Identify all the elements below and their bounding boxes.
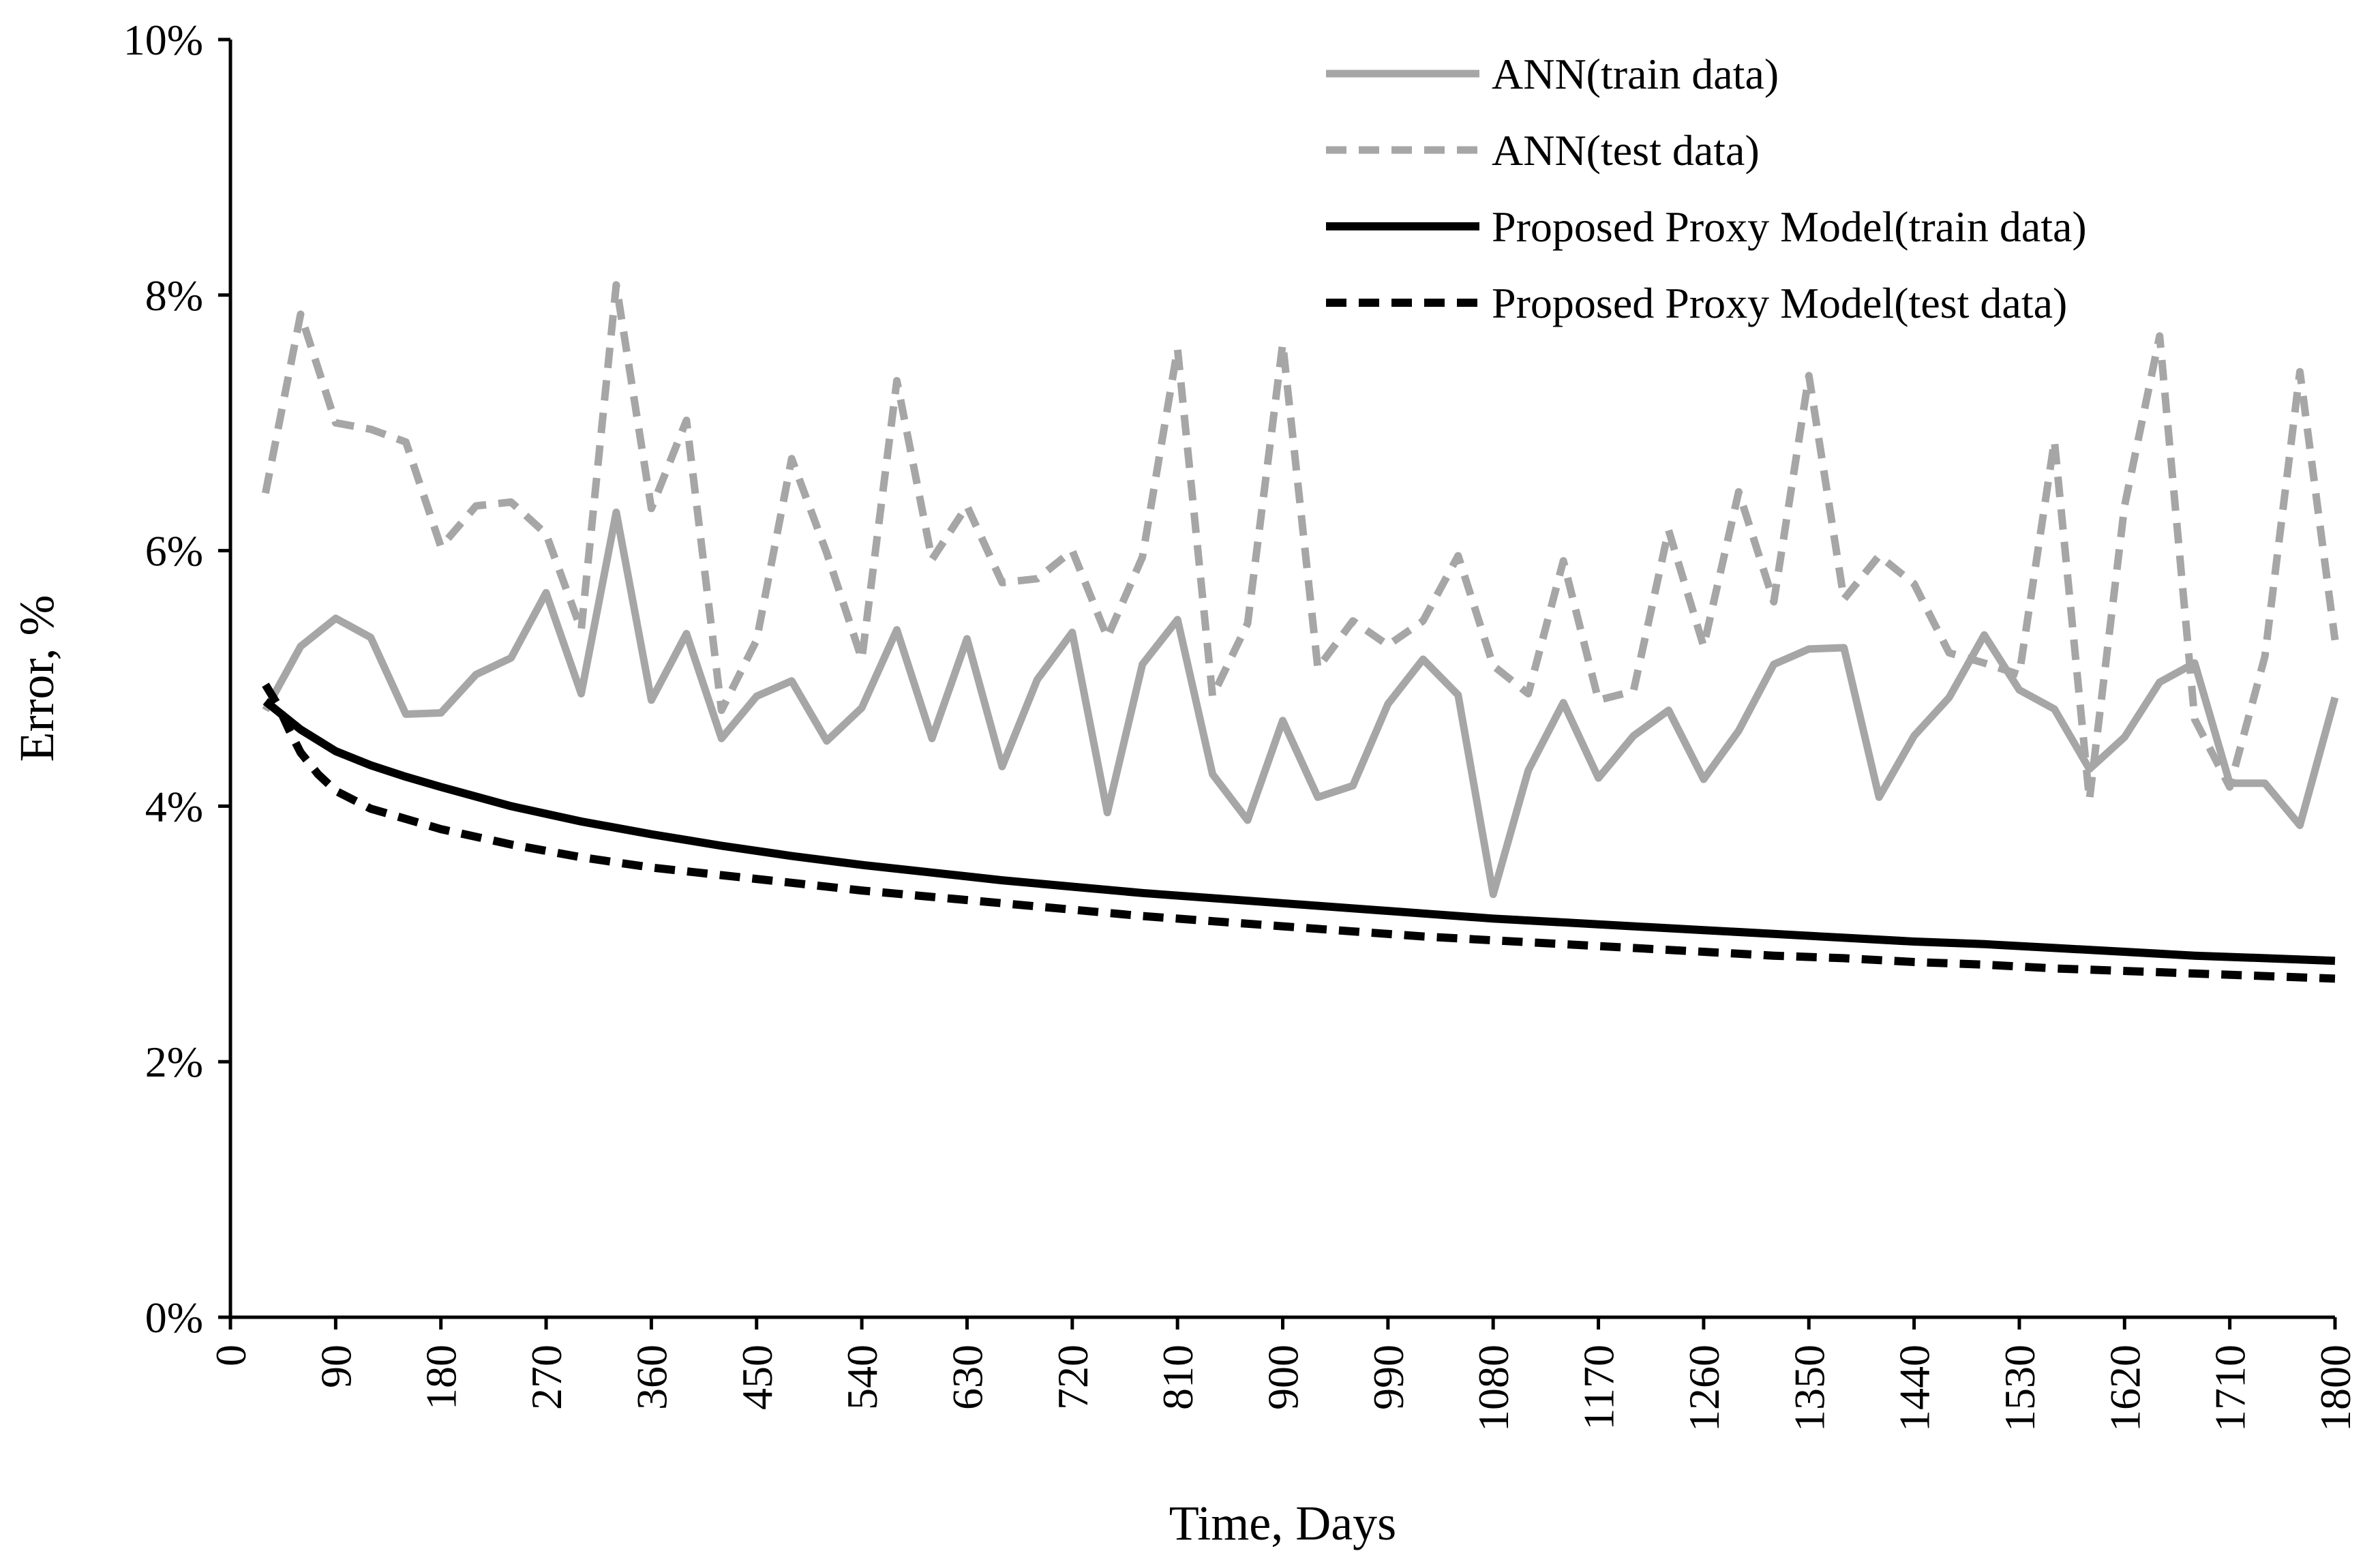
y-axis-title: Error, % [10,595,64,762]
x-tick-label: 1350 [1785,1345,1833,1432]
x-tick-label: 450 [733,1345,781,1410]
series-line-4 [262,682,2336,983]
series-line-2 [262,281,2339,804]
legend-label-3: Proposed Proxy Model(train data) [1492,202,2087,251]
x-tick-label: 810 [1154,1345,1202,1410]
x-tick-label: 1170 [1575,1345,1623,1430]
x-tick-label: 630 [943,1345,991,1410]
x-tick-label: 1530 [1995,1345,2044,1432]
legend-label-1: ANN(train data) [1492,50,1779,98]
x-tick-label: 1800 [2311,1345,2360,1432]
y-tick-label: 0% [145,1293,203,1342]
legend: ANN(train data) ANN(test data) Proposed Pr… [1326,50,2087,327]
legend-label-2: ANN(test data) [1492,126,1760,175]
legend-label-4: Proposed Proxy Model(test data) [1492,279,2067,327]
x-tick-label: 1440 [1891,1345,1939,1432]
y-tick-label: 2% [145,1038,203,1086]
x-tick-label: 540 [838,1345,886,1410]
series-line-1 [262,508,2339,899]
x-tick-label: 990 [1364,1345,1413,1410]
x-tick-label: 720 [1049,1345,1097,1410]
x-tick-label: 180 [417,1345,466,1410]
plot-area [262,281,2339,983]
y-tick-label: 8% [145,271,203,320]
x-tick-label: 270 [522,1345,571,1410]
x-tick-label: 1620 [2100,1345,2149,1432]
y-tick-label: 10% [123,16,203,64]
x-tick-label: 1710 [2206,1345,2255,1432]
x-tick-label: 1260 [1680,1345,1728,1432]
axes: 0% 2% 4% 6% 8% 10% 0 90 180 270 360 450 540 630 720 810… [10,16,2360,1550]
x-tick-label: 1080 [1469,1345,1518,1432]
y-tick-label: 4% [145,782,203,830]
x-tick-label: 900 [1259,1345,1308,1410]
series-line-3 [262,698,2336,965]
x-axis-title: Time, Days [1169,1496,1396,1550]
y-tick-label: 6% [145,527,203,575]
x-tick-label: 90 [312,1345,360,1388]
x-tick-label: 360 [627,1345,676,1410]
x-tick-label: 0 [207,1345,255,1366]
